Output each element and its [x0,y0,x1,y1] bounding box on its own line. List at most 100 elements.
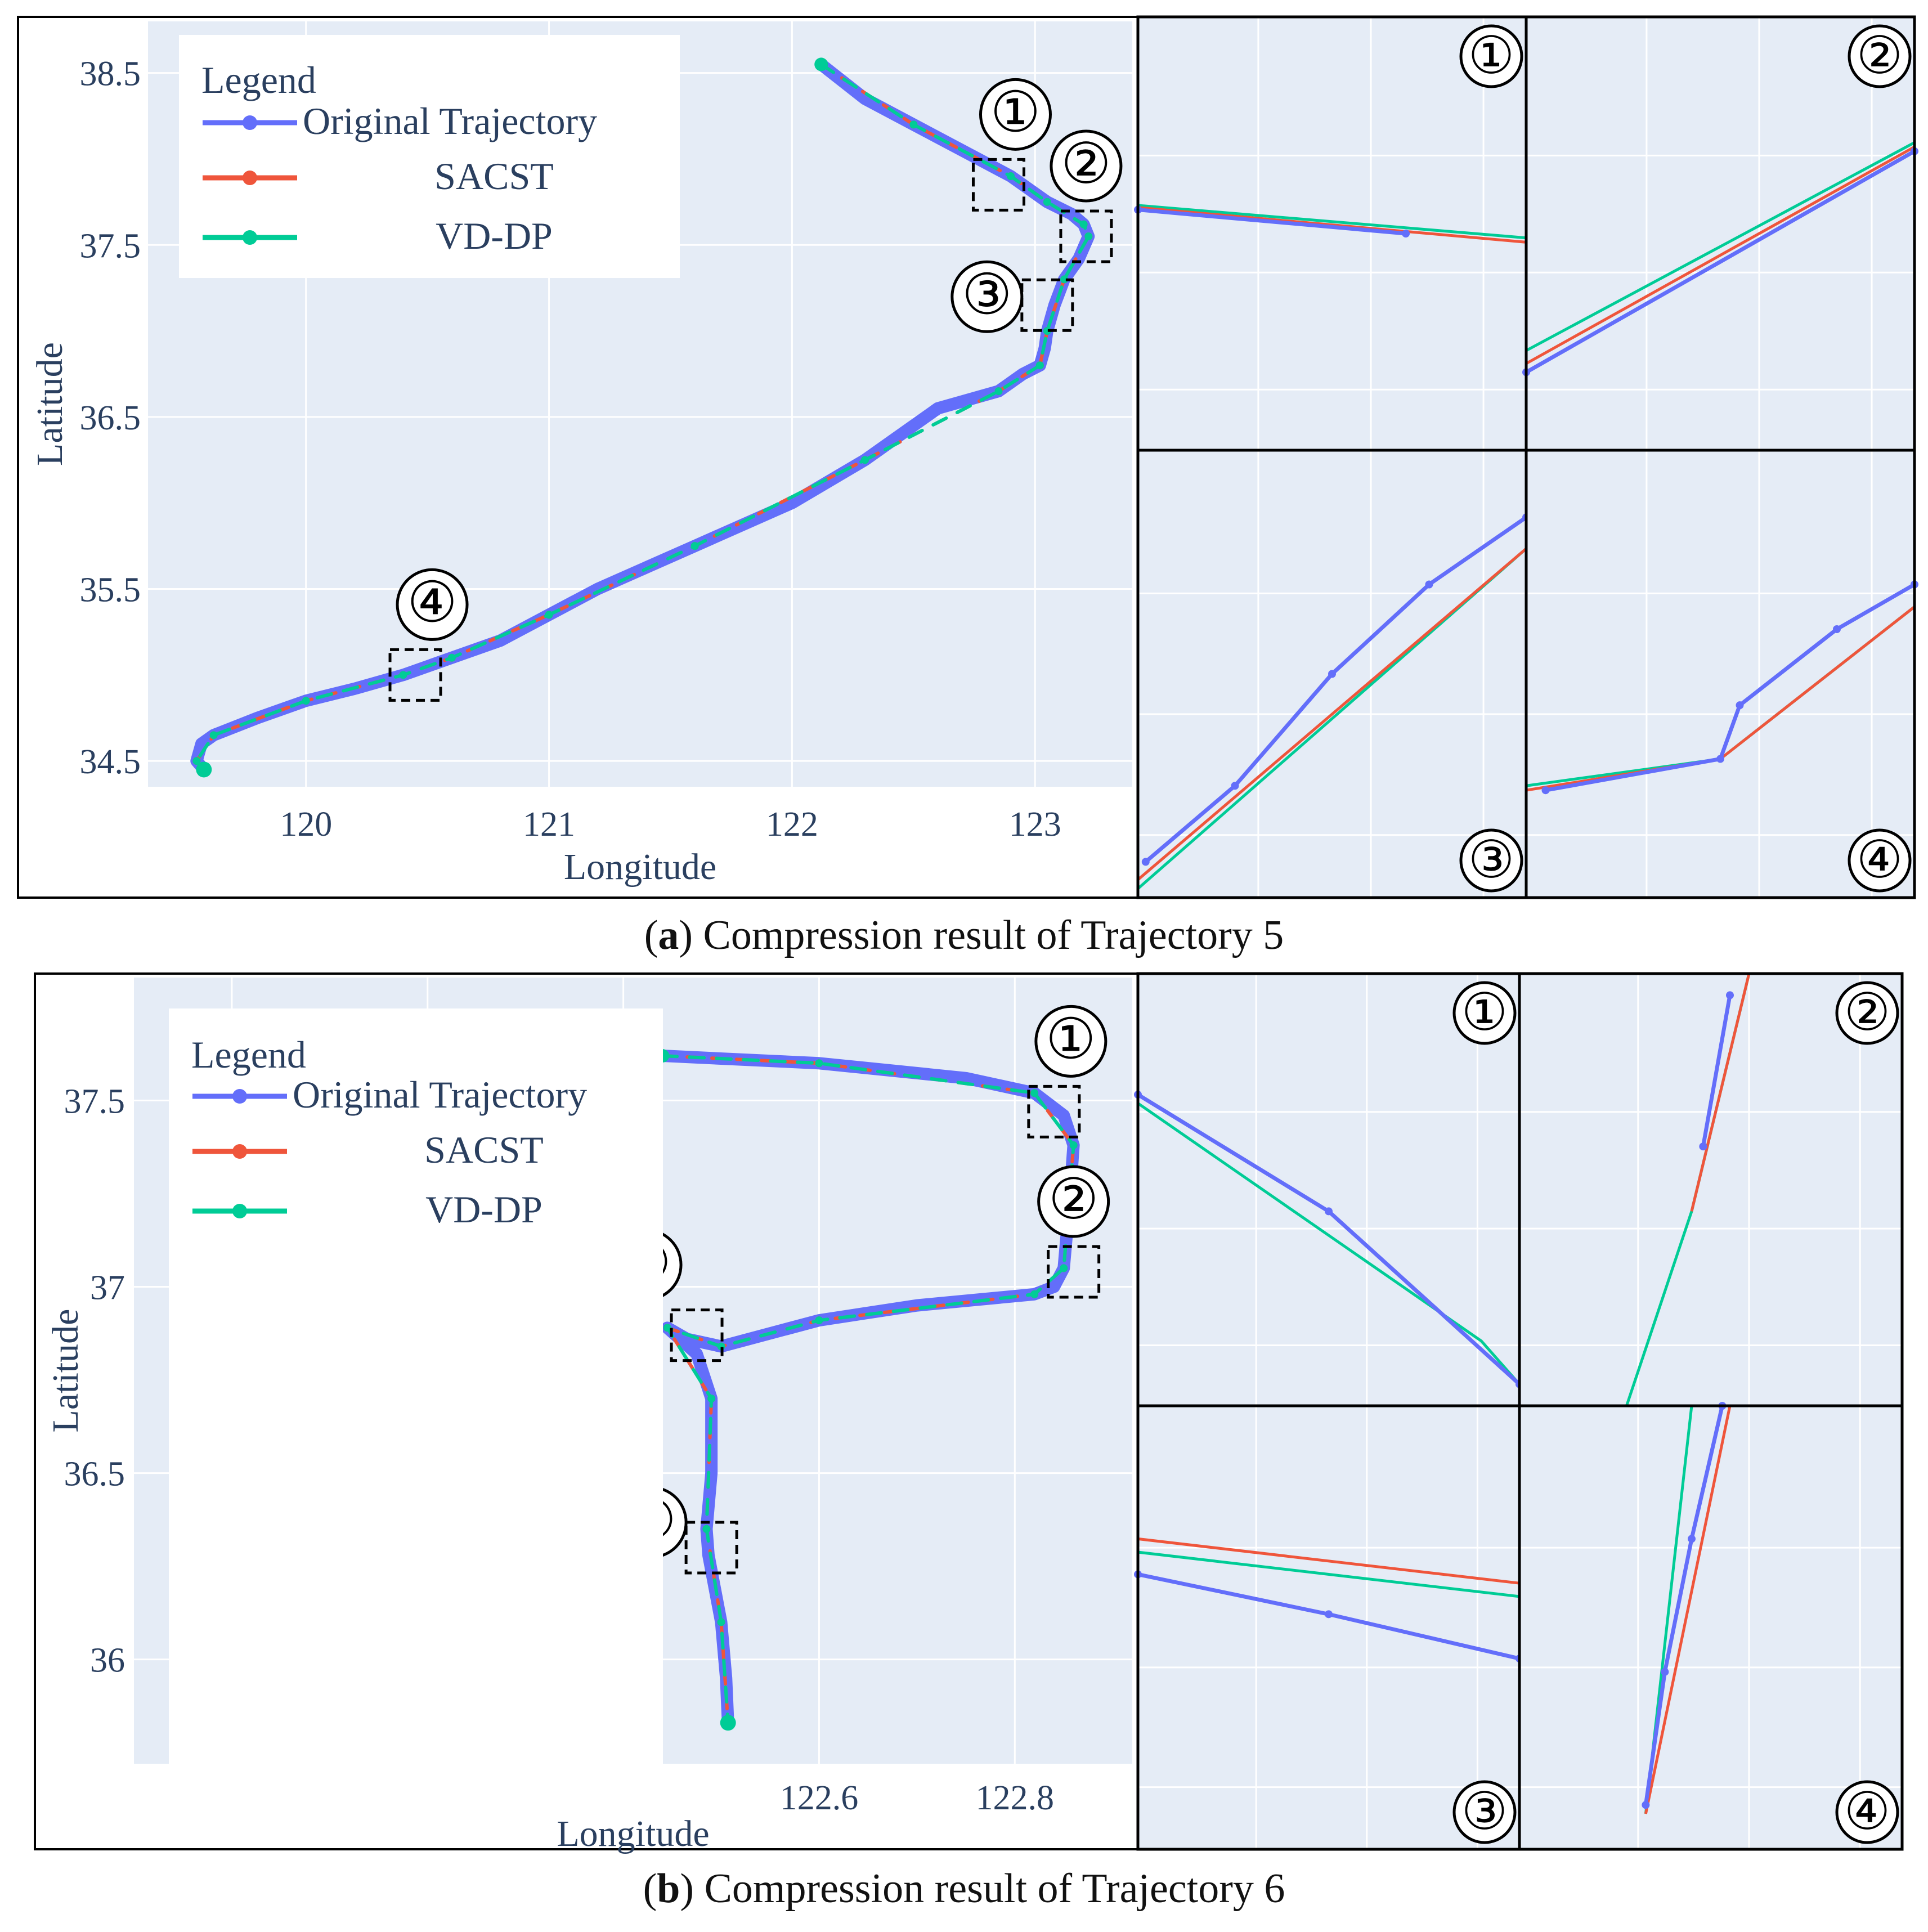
y-tick-label: 38.5 [80,55,141,93]
series-point-2 [192,757,201,765]
inset-label: ① [1468,25,1514,86]
legend-entry: SACST [434,155,554,198]
inset-original-point [1736,701,1744,710]
inset-sacst-line [1137,1537,1520,1585]
inset-original-line [1525,149,1916,374]
end-marker [720,1715,736,1731]
series-point-2 [707,1395,716,1403]
legend-entry: VD-DP [425,1188,542,1231]
inset-sacst-line [1690,973,1751,1212]
panel-a: 120 121 122 123 34.5 35.5 36.5 37.5 38.5 Longitud… [17,15,1918,899]
inset-original-point [1661,1667,1669,1676]
series-point-0 [683,1335,691,1343]
series-point-0 [1060,1111,1068,1119]
x-tick-label: 121 [523,805,575,844]
inset-sacst-line [1644,1405,1732,1814]
inset-label: ② [1844,982,1890,1042]
inset-label-badge [1452,1780,1517,1844]
zoom-marker-label: ② [1061,131,1111,196]
series-point-2 [1043,327,1051,335]
series-point-2 [447,653,456,662]
inset-original-point [1833,625,1841,633]
zoom-marker-label: ② [1048,1166,1099,1232]
series-point-2 [994,387,1003,396]
zoom-box [670,1308,724,1362]
inset-original-point [1231,782,1239,790]
inset-sacst-line [1525,145,1916,365]
legend-title: Legend [201,59,316,101]
y-axis-label: Latitude [29,342,70,466]
end-marker [196,761,212,778]
series-point-2 [1079,220,1088,228]
x-tick-label: 122.8 [976,1779,1055,1817]
inset-vddp-line [1137,204,1527,240]
series-point-2 [1035,361,1044,370]
x-tick-label: 122.6 [780,1779,859,1817]
y-tick-label: 35.5 [80,571,141,609]
zoom-box [684,1521,738,1575]
inset-label-badge [1835,1780,1899,1844]
zoom-marker-label: ④ [407,569,458,635]
caption-b-text: Compression result of Trajectory 6 [704,1866,1285,1912]
series-point-2 [717,1618,725,1626]
inset-original-point [1642,1801,1650,1809]
legend-title: Legend [191,1033,306,1076]
y-tick-label: 36 [90,1642,125,1680]
zoom-marker-label: ① [990,79,1041,145]
zoom-box [1027,1084,1081,1138]
zoom-marker-badge [1050,129,1123,203]
inset-2: ② [1522,15,1918,452]
legend-swatch-dot [232,1144,247,1159]
inset-vddp-line [1525,141,1916,352]
y-tick-label: 36.5 [80,399,141,437]
inset-label-badge [1452,981,1517,1045]
start-marker [814,57,828,71]
series-point-0 [962,1074,970,1082]
panel-b: 122122.2122.4122.6122.83636.53737.5Longi… [34,972,1904,1854]
inset-background [1519,1406,1902,1849]
legend-entry: Original Trajectory [293,1073,587,1116]
inset-2: ② [1518,972,1904,1407]
series-point-2 [815,1059,823,1068]
inset-label-badge [1459,24,1523,88]
inset-vddp-line [1137,1550,1520,1598]
inset-label: ④ [1857,830,1903,890]
series-point-2 [1043,198,1051,206]
inset-sacst-line [1137,547,1527,881]
inset-label-badge [1459,828,1523,893]
series-point-0 [1068,210,1075,218]
caption-b-letter: b [657,1866,680,1912]
zoom-marker-badge [1037,1165,1110,1238]
inset-4: ④ [1518,1402,1904,1851]
series-point-2 [691,542,699,550]
y-tick-label: 37.5 [64,1082,125,1120]
series-point-0 [1050,1283,1057,1290]
caption-a-letter: a [658,912,679,958]
inset-original-point [1425,580,1433,589]
inset-original-point [1716,755,1724,763]
legend-swatch-dot [232,1204,247,1218]
zoom-box [388,648,442,702]
inset-3: ③ [1136,449,1530,899]
inset-original-point [1699,1142,1707,1151]
inset-original-point [1328,670,1336,678]
series-point-2 [1060,275,1069,284]
series-point-2 [702,1525,711,1533]
inset-original-point [1325,1207,1333,1216]
inset-label: ① [1461,982,1508,1042]
inset-vddp-line [1137,1102,1521,1386]
series-point-0 [788,499,796,506]
series-point-2 [860,456,869,464]
zoom-marker-label: ③ [962,261,1012,327]
inset-4: ④ [1525,449,1918,899]
series-point-2 [1060,1264,1068,1272]
inset-original-point [1402,230,1410,237]
inset-original-line [1701,994,1732,1147]
legend-swatch-dot [243,171,257,185]
inset-original-point [1688,1535,1696,1543]
inset-label-badge [1835,981,1899,1045]
inset-background [1526,17,1914,450]
x-tick-label: 123 [1009,805,1061,844]
legend-box [169,1008,663,1814]
